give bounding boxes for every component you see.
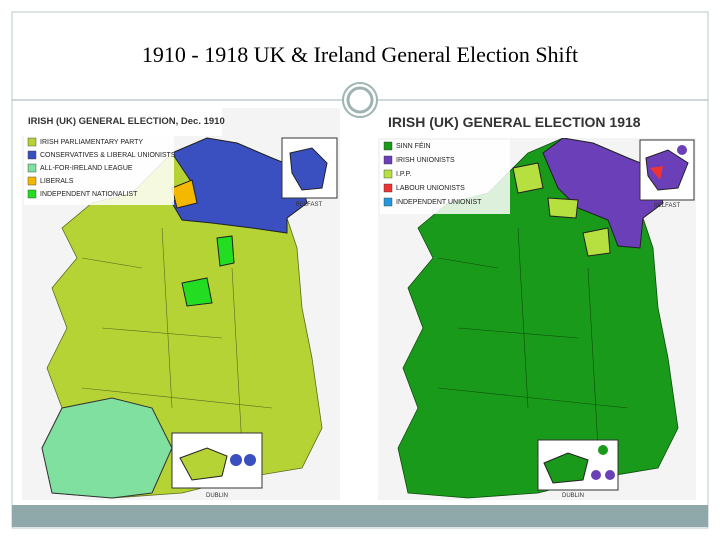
legend-label: LABOUR UNIONISTS (396, 185, 465, 192)
legend-swatch (383, 141, 393, 151)
legend-swatch (27, 189, 37, 199)
legend-box (24, 136, 174, 205)
inset-label: BELFAST (654, 203, 681, 209)
map-title-box (378, 108, 696, 138)
legend-swatch (27, 150, 37, 160)
legend-label: I.P.P. (396, 171, 411, 178)
legend-box (380, 140, 510, 214)
legend-swatch (27, 137, 37, 147)
legend-label: ALL-FOR-IRELAND LEAGUE (40, 165, 133, 172)
legend-label: IRISH UNIONISTS (396, 157, 455, 164)
map-1910: IRISH (UK) GENERAL ELECTION, Dec. 1910 B… (22, 108, 340, 500)
legend-swatch (27, 163, 37, 173)
legend-swatch (383, 155, 393, 165)
legend-swatch (27, 176, 37, 186)
map-1918: IRISH (UK) GENERAL ELECTION 1918 BELFAST… (378, 108, 696, 500)
map-title-box (22, 108, 222, 136)
legend-label: LIBERALS (40, 178, 74, 185)
footer-bar (12, 505, 708, 527)
legend-label: IRISH PARLIAMENTARY PARTY (40, 139, 143, 146)
slide-title: 1910 - 1918 UK & Ireland General Electio… (142, 42, 578, 67)
map-title: IRISH (UK) GENERAL ELECTION, Dec. 1910 (28, 116, 225, 127)
divider-ring (346, 86, 374, 114)
legend-label: CONSERVATIVES & LIBERAL UNIONISTS (40, 152, 176, 159)
legend-label: SINN FÉIN (396, 141, 431, 150)
legend-label: INDEPENDENT UNIONIST (396, 199, 482, 206)
legend-swatch (383, 197, 393, 207)
inset-label: DUBLIN (206, 493, 228, 499)
map-title: IRISH (UK) GENERAL ELECTION 1918 (388, 114, 641, 130)
inset-label: DUBLIN (562, 493, 584, 499)
inset-label: BELFAST (296, 202, 323, 208)
legend-swatch (383, 169, 393, 179)
legend-swatch (383, 183, 393, 193)
legend-label: INDEPENDENT NATIONALIST (40, 191, 138, 198)
